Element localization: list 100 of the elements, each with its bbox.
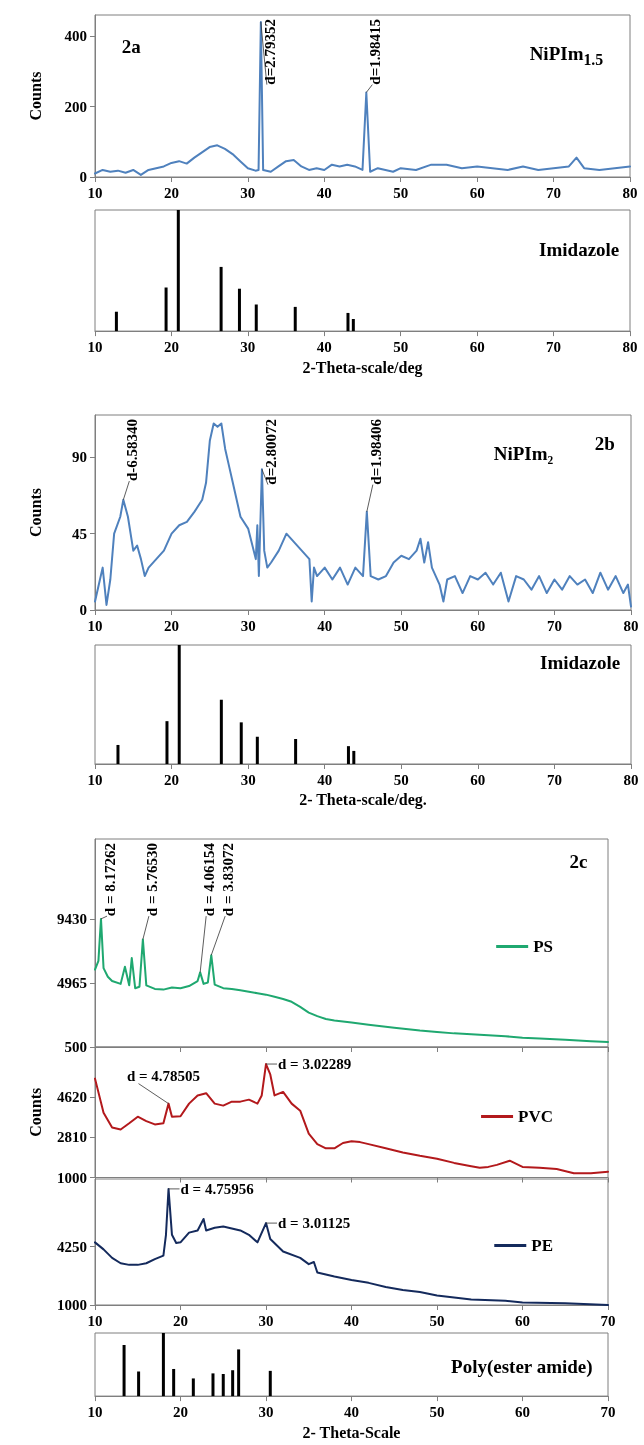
x-tick-label: 30: [240, 617, 256, 634]
bar: [137, 1371, 141, 1397]
annotation: d-6.58340: [124, 419, 141, 482]
bar: [351, 318, 355, 332]
x-tick-label: 60: [470, 617, 486, 634]
annotation: d=1.98406: [367, 418, 384, 485]
y-tick-label: 0: [79, 602, 87, 618]
bar: [268, 1370, 272, 1397]
y-tick-label: 45: [72, 525, 87, 542]
x-tick-label: 50: [429, 1403, 445, 1420]
annotation: 2b: [594, 433, 615, 456]
y-tick-label: 1000: [57, 1169, 87, 1186]
y-tick-label: 90: [72, 449, 87, 466]
x-tick-label: 80: [623, 617, 639, 634]
y-tick-label: 2810: [57, 1129, 87, 1146]
x-tick-label: 20: [164, 617, 180, 634]
x-tick-label: 30: [258, 1403, 274, 1420]
annotation: Imidazole: [539, 239, 620, 262]
x-tick-label: 70: [546, 771, 562, 788]
x-tick-label: 20: [173, 1403, 188, 1420]
x-tick-label: 30: [240, 771, 256, 788]
bar: [122, 1344, 126, 1397]
bar: [164, 287, 168, 332]
bar: [172, 1368, 176, 1397]
bar: [221, 1374, 225, 1397]
x-tick-label: 30: [258, 1312, 274, 1329]
y-tick-label: 4620: [57, 1089, 87, 1106]
x-tick-label: 10: [87, 1403, 103, 1420]
x-tick-label: 40: [317, 771, 333, 788]
x-tick-label: 60: [469, 184, 485, 201]
x-axis-title: 2- Theta-Scale: [302, 1423, 401, 1441]
annotation: d = 4.78505: [126, 1067, 201, 1084]
annotation: 2c: [569, 850, 588, 873]
y-tick-label: 0: [79, 169, 87, 185]
bar: [294, 739, 298, 764]
bar: [177, 645, 181, 764]
annotation: d = 4.75956: [180, 1180, 255, 1197]
annotation: NiPIm$_{1.5}$: [529, 42, 604, 69]
x-tick-label: 10: [87, 771, 103, 788]
annotation: d=2.79352: [261, 19, 278, 85]
x-tick-label: 40: [317, 617, 333, 634]
y-axis-title: Counts: [26, 71, 44, 121]
x-tick-label: 10: [87, 617, 103, 634]
bar: [165, 721, 169, 764]
annotation: NiPIm₂: [493, 443, 554, 465]
bar: [239, 722, 243, 764]
y-tick-label: 4965: [57, 974, 87, 991]
x-tick-label: 40: [344, 1403, 359, 1420]
annotation: d = 8.17262: [101, 843, 118, 917]
x-tick-label: 30: [240, 338, 256, 355]
legend-label: PVC: [518, 1107, 554, 1126]
bar: [255, 736, 259, 764]
bar: [219, 266, 223, 332]
x-tick-label: 80: [623, 771, 639, 788]
x-tick-label: 40: [316, 338, 332, 355]
annotation: d = 4.06154: [201, 842, 218, 917]
x-tick-label: 70: [546, 184, 562, 201]
bar: [116, 744, 120, 764]
bar: [211, 1373, 215, 1397]
bar: [237, 1349, 241, 1397]
bar: [219, 699, 223, 764]
x-tick-label: 50: [429, 1312, 445, 1329]
y-tick-label: 400: [64, 28, 87, 45]
x-tick-label: 80: [622, 184, 638, 201]
bar: [191, 1378, 195, 1397]
x-tick-label: 50: [393, 338, 409, 355]
annotation: d=1.98415: [367, 19, 384, 85]
y-tick-label: 4250: [57, 1238, 87, 1255]
x-tick-label: 70: [546, 338, 562, 355]
line-series: [94, 917, 609, 1043]
bar: [114, 311, 118, 332]
bar: [176, 210, 180, 332]
annotation: d = 3.02289: [278, 1056, 352, 1073]
bar: [161, 1333, 165, 1397]
x-tick-label: 20: [163, 338, 179, 355]
annotation: d = 5.76530: [143, 843, 160, 917]
legend-label: PS: [533, 937, 553, 956]
y-tick-label: 200: [64, 98, 87, 115]
x-tick-label: 10: [87, 184, 103, 201]
bar: [352, 750, 356, 764]
y-tick-label: 9430: [57, 910, 87, 927]
x-tick-label: 10: [87, 338, 103, 355]
annotation: Poly(ester amide): [451, 1355, 593, 1378]
annotation: d = 3.01125: [278, 1215, 351, 1232]
bar: [237, 288, 241, 332]
x-tick-label: 20: [173, 1312, 188, 1329]
x-tick-label: 60: [469, 338, 485, 355]
x-tick-label: 50: [393, 771, 409, 788]
x-tick-label: 70: [600, 1403, 616, 1420]
x-tick-label: 20: [164, 771, 180, 788]
x-axis-title: 2-Theta-scale/deg: [302, 358, 423, 377]
x-tick-label: 50: [393, 617, 409, 634]
bar: [254, 304, 258, 332]
annotation: d = 3.83072: [220, 843, 237, 917]
x-axis-title: 2- Theta-scale/deg.: [299, 791, 427, 810]
legend-label: PE: [531, 1236, 554, 1255]
x-tick-label: 60: [470, 771, 486, 788]
bar: [346, 312, 350, 332]
annotation: d=2.80072: [262, 419, 279, 485]
y-axis-title: Counts: [26, 488, 44, 537]
